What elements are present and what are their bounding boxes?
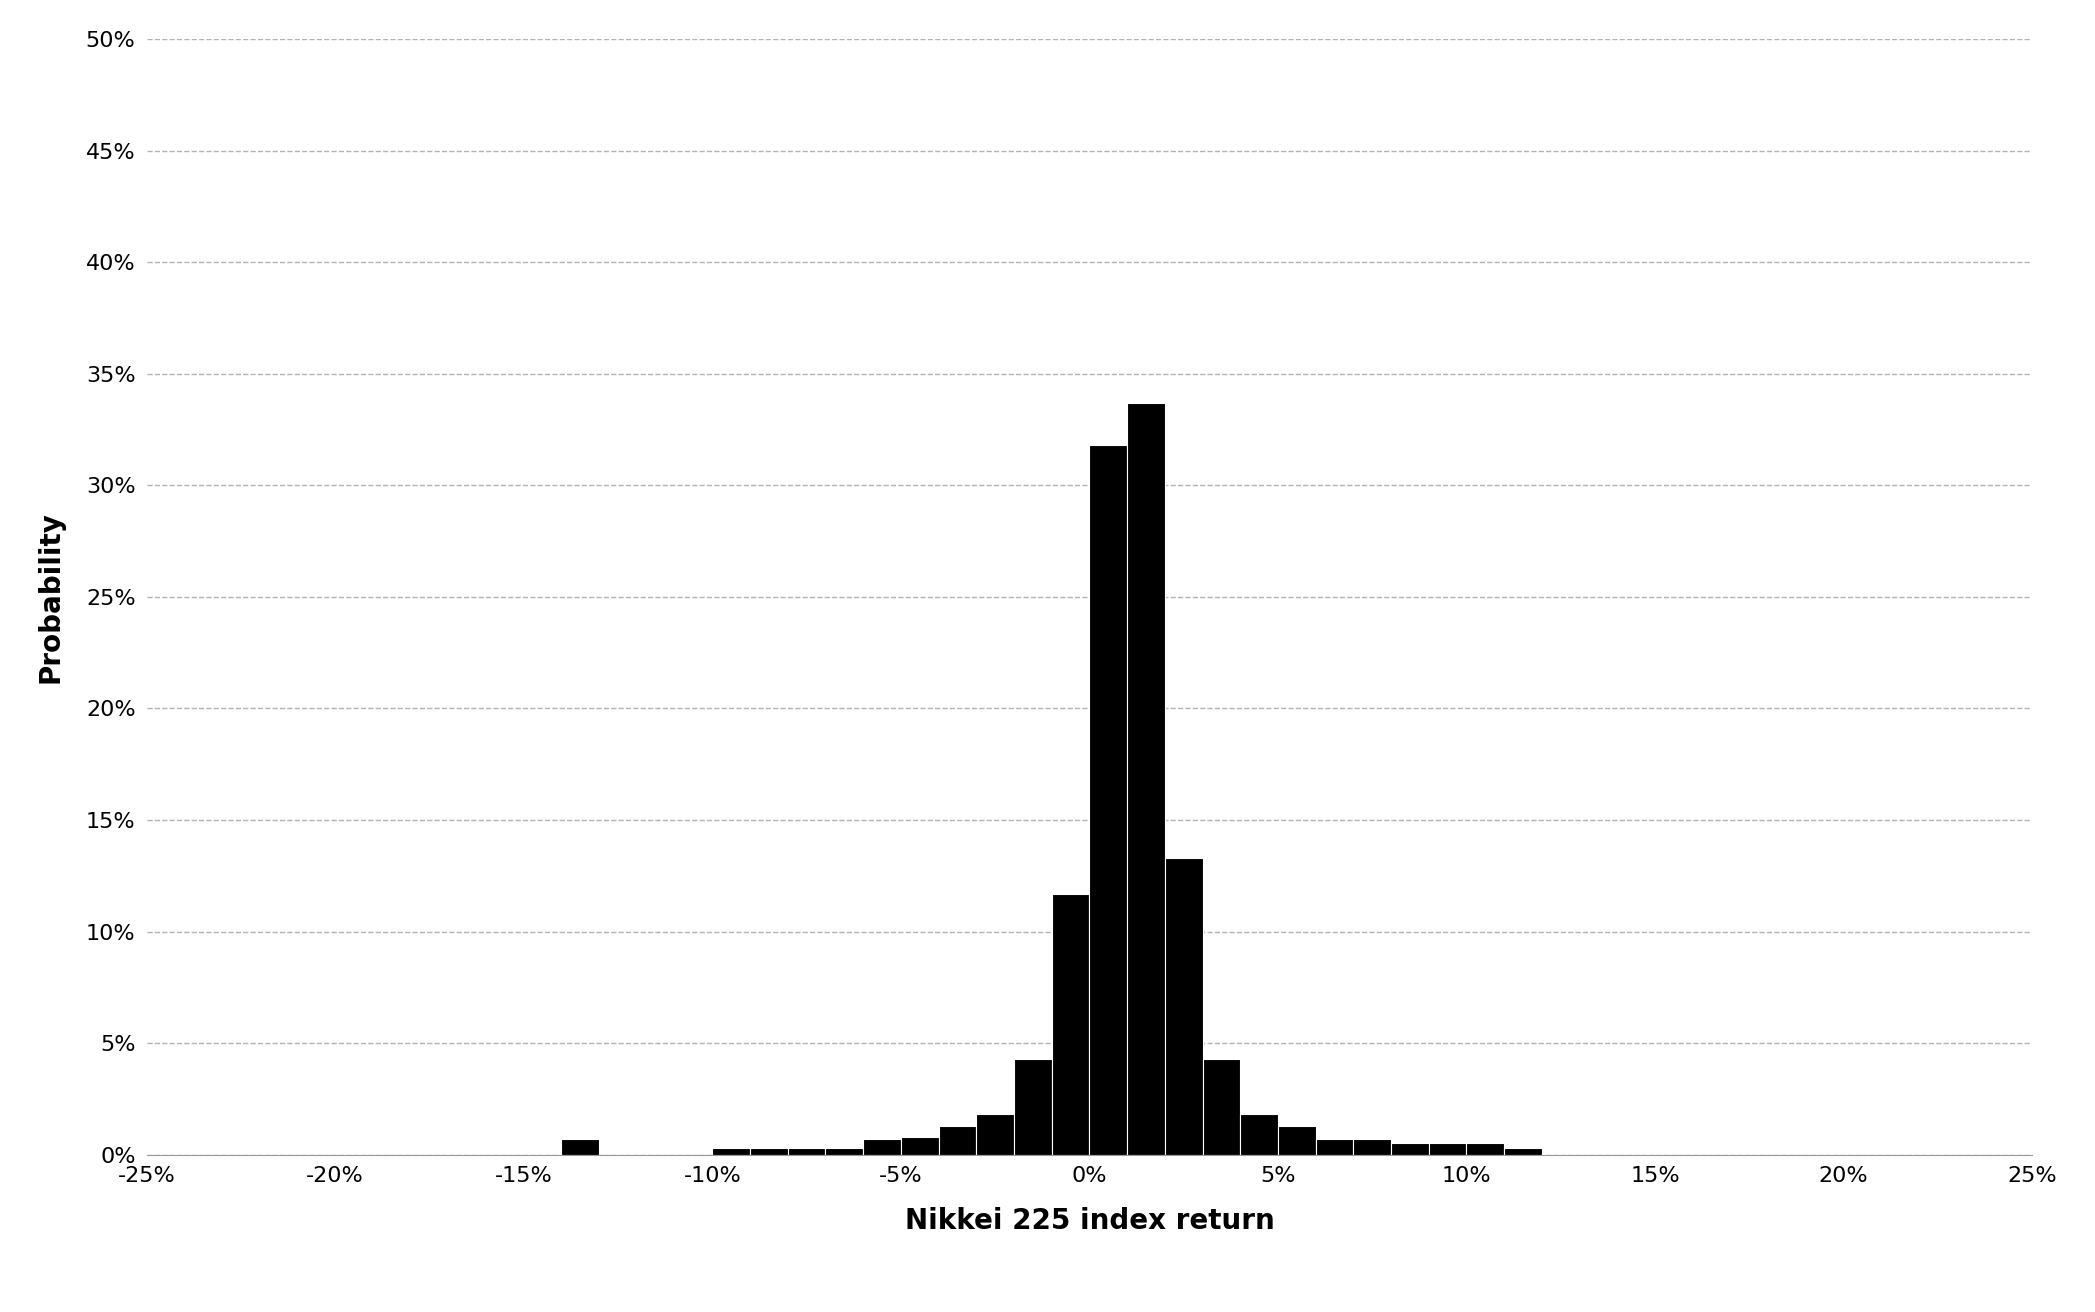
Bar xyxy=(1165,858,1203,1155)
Bar xyxy=(750,1148,788,1155)
Bar xyxy=(863,1139,901,1155)
Bar xyxy=(1504,1148,1542,1155)
Bar xyxy=(976,1114,1014,1155)
Bar xyxy=(1240,1114,1278,1155)
Bar xyxy=(1353,1139,1391,1155)
Bar xyxy=(1278,1126,1316,1155)
Bar xyxy=(1316,1139,1353,1155)
Bar xyxy=(712,1148,750,1155)
Bar xyxy=(1391,1143,1429,1155)
Y-axis label: Probability: Probability xyxy=(38,510,65,684)
Bar xyxy=(1466,1143,1504,1155)
Bar xyxy=(1014,1059,1052,1155)
Bar xyxy=(825,1148,863,1155)
Bar xyxy=(1127,403,1165,1155)
Bar xyxy=(1089,445,1127,1155)
Bar xyxy=(1052,893,1089,1155)
Bar xyxy=(1203,1059,1240,1155)
Bar xyxy=(1429,1143,1466,1155)
X-axis label: Nikkei 225 index return: Nikkei 225 index return xyxy=(905,1207,1274,1235)
Bar xyxy=(788,1148,825,1155)
Bar xyxy=(901,1136,939,1155)
Bar xyxy=(561,1139,599,1155)
Bar xyxy=(939,1126,976,1155)
